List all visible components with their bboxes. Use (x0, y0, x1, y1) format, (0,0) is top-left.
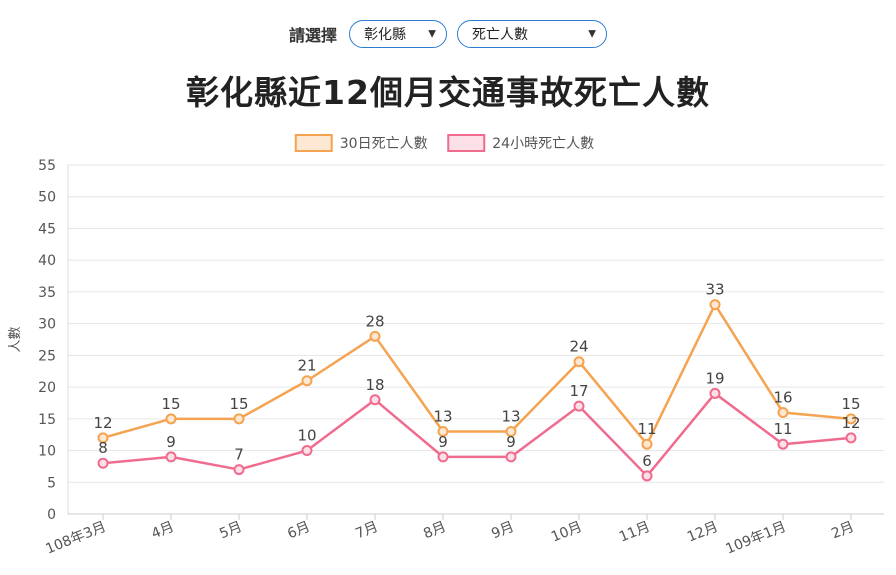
data-point (709, 387, 721, 399)
y-axis-label: 人數 (8, 326, 23, 352)
selector-bar: 請選擇 彰化縣 ▼ 死亡人數 ▼ (0, 18, 896, 50)
series-line (102, 392, 852, 478)
data-point (641, 470, 653, 482)
y-tick-label: 25 (38, 348, 56, 364)
x-tick-label: 2月 (829, 519, 856, 542)
x-tick-label: 4月 (149, 519, 176, 542)
y-tick-label: 55 (38, 158, 56, 174)
x-tick-label: 6月 (285, 519, 312, 542)
data-point (845, 413, 857, 425)
chevron-down-icon: ▼ (588, 28, 596, 40)
data-point (505, 451, 517, 463)
data-label: 11 (637, 420, 656, 438)
selector-label: 請選擇 (288, 26, 337, 45)
x-tick-label: 10月 (549, 519, 585, 546)
data-point (573, 400, 585, 412)
y-tick-label: 0 (47, 507, 56, 523)
data-label: 17 (569, 382, 588, 400)
data-label: 12 (841, 414, 860, 432)
data-point (777, 438, 789, 450)
data-label: 15 (229, 395, 248, 413)
data-point (233, 464, 245, 476)
legend-swatch (294, 134, 333, 152)
metric-select[interactable]: 死亡人數 ▼ (457, 20, 607, 48)
y-tick-label: 20 (38, 380, 56, 396)
data-label: 11 (773, 420, 792, 438)
y-tick-label: 15 (38, 412, 56, 428)
y-tick-label: 50 (38, 190, 56, 206)
x-tick-label: 5月 (217, 519, 244, 542)
data-point (641, 438, 653, 450)
chevron-down-icon: ▼ (428, 28, 436, 40)
data-point (369, 394, 381, 406)
x-tick-label: 8月 (421, 519, 448, 542)
data-point (97, 432, 109, 444)
data-point (301, 375, 313, 387)
data-label: 33 (705, 281, 724, 299)
x-tick-label: 7月 (353, 519, 380, 542)
data-point (505, 426, 517, 438)
data-point (777, 406, 789, 418)
county-select[interactable]: 彰化縣 ▼ (349, 20, 447, 48)
x-tick-label: 11月 (617, 519, 653, 546)
data-point (573, 356, 585, 368)
data-label: 9 (166, 433, 176, 451)
x-tick-label: 9月 (489, 519, 516, 542)
data-label: 21 (297, 357, 316, 375)
x-tick-label: 12月 (685, 519, 721, 546)
x-tick-label: 109年1月 (723, 519, 788, 558)
data-point (845, 432, 857, 444)
data-point (437, 451, 449, 463)
data-label: 28 (365, 312, 384, 330)
chart-title: 彰化縣近12個月交通事故死亡人數 (186, 73, 710, 112)
data-label: 16 (773, 388, 792, 406)
data-point (97, 457, 109, 469)
legend-label: 30日死亡人數 (340, 136, 428, 152)
metric-select-value: 死亡人數 (472, 27, 528, 43)
data-point (301, 445, 313, 457)
data-label: 10 (297, 427, 316, 445)
x-tick-label: 108年3月 (43, 519, 108, 558)
data-label: 9 (438, 433, 448, 451)
y-tick-label: 30 (38, 317, 56, 333)
y-tick-label: 40 (38, 253, 56, 269)
y-tick-label: 10 (38, 444, 56, 460)
data-point (233, 413, 245, 425)
data-label: 13 (501, 408, 520, 426)
data-label: 12 (93, 414, 112, 432)
county-select-value: 彰化縣 (364, 27, 406, 43)
legend-swatch (447, 134, 486, 152)
data-label: 8 (98, 439, 108, 457)
data-label: 18 (365, 376, 384, 394)
data-label: 7 (234, 446, 244, 464)
data-label: 13 (433, 408, 452, 426)
data-point (165, 413, 177, 425)
legend-label: 24小時死亡人數 (492, 136, 594, 152)
data-label: 9 (506, 433, 516, 451)
data-point (165, 451, 177, 463)
y-tick-label: 45 (38, 221, 56, 237)
data-label: 15 (841, 395, 860, 413)
data-label: 24 (569, 338, 588, 356)
data-point (437, 426, 449, 438)
data-label: 15 (161, 395, 180, 413)
y-tick-label: 35 (38, 285, 56, 301)
data-point (369, 330, 381, 342)
series-line (102, 303, 852, 446)
data-label: 19 (705, 369, 724, 387)
data-label: 6 (642, 452, 652, 470)
y-tick-label: 5 (47, 475, 56, 491)
data-point (709, 299, 721, 311)
